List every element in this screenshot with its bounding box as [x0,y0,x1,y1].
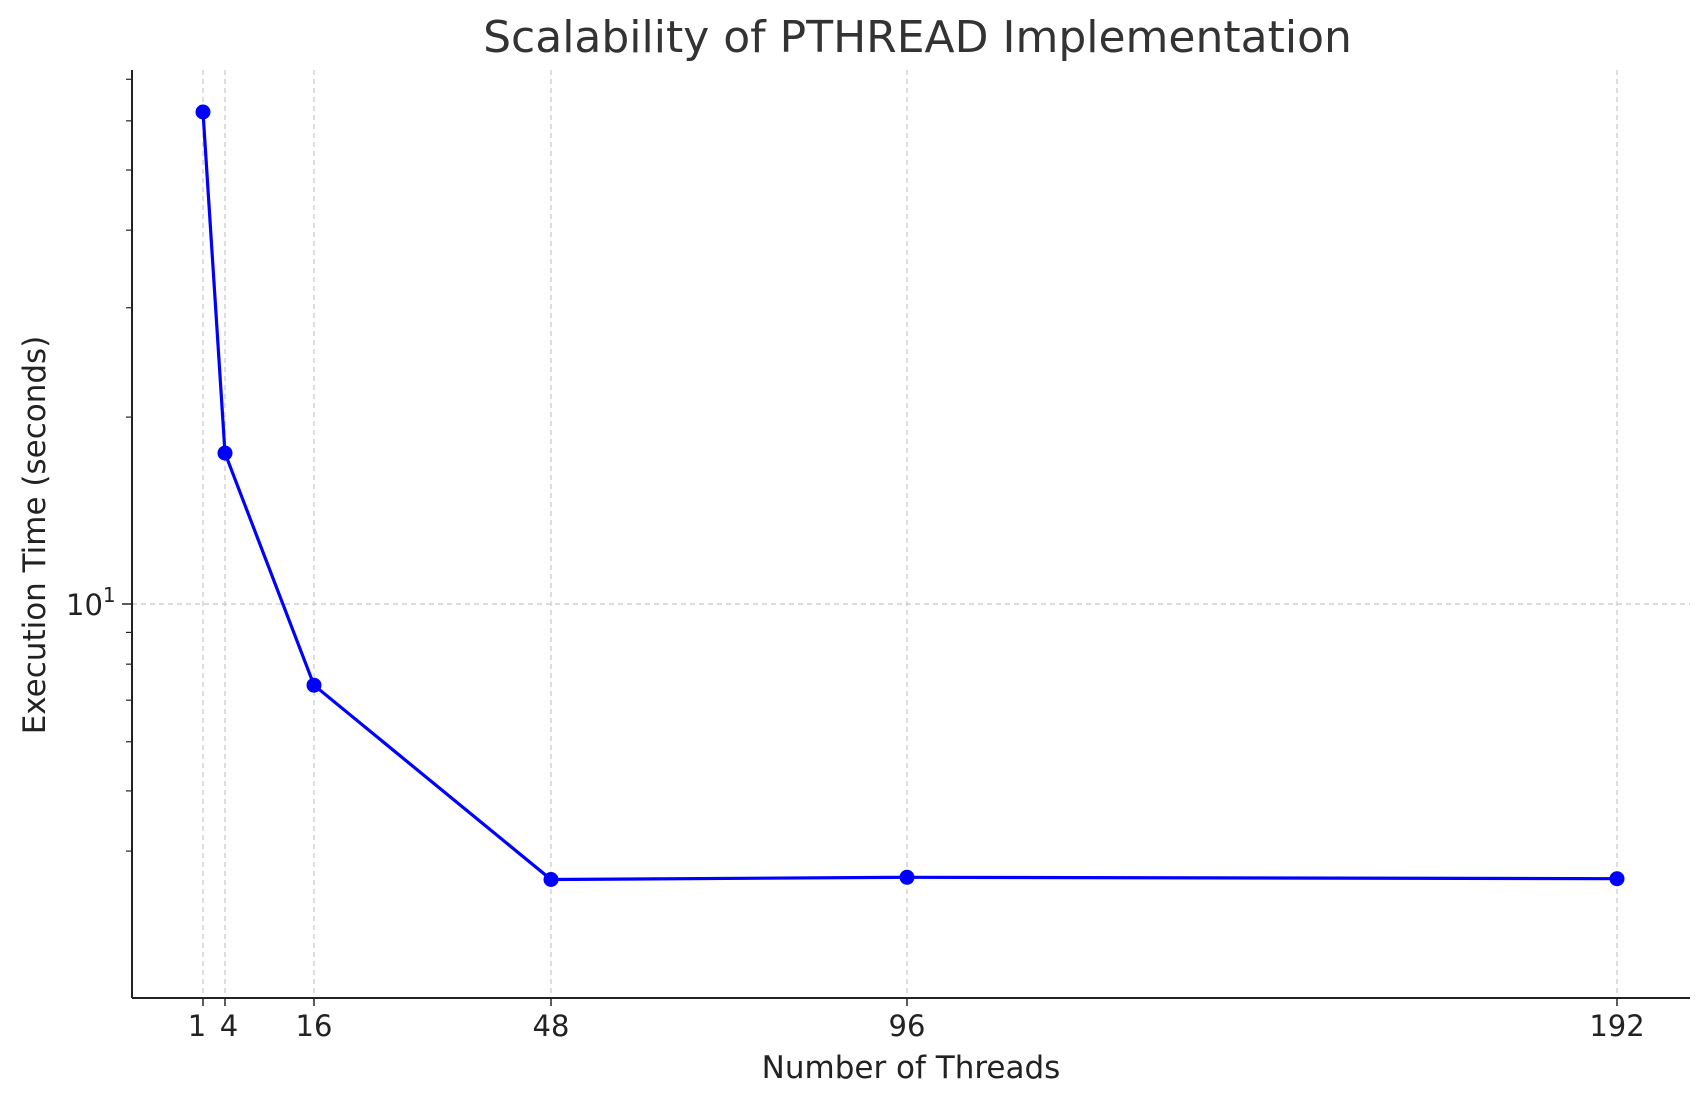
data-point [217,445,233,461]
x-tick-label: 1 [188,1009,206,1043]
y-axis-label: Execution Time (seconds) [17,336,53,735]
data-point [1609,871,1625,887]
series [195,104,1625,887]
axes [131,70,1690,999]
data-point [899,869,915,885]
data-point [306,677,322,693]
x-tick-label: 192 [1589,1009,1644,1043]
x-axis-label: Number of Threads [762,1050,1061,1086]
ticks: 1 4 16 48 96 192 101 [66,78,1645,1043]
x-tick-label: 4 [220,1009,238,1043]
x-tick-label: 48 [533,1009,570,1043]
series-line [201,111,1618,882]
chart-title: Scalability of PTHREAD Implementation [483,12,1352,63]
y-tick-label: 101 [66,583,116,622]
grid-lines [132,70,1690,998]
data-point [543,872,559,887]
data-point [195,104,211,120]
x-tick-label: 16 [296,1009,333,1043]
x-tick-label: 96 [889,1009,926,1043]
